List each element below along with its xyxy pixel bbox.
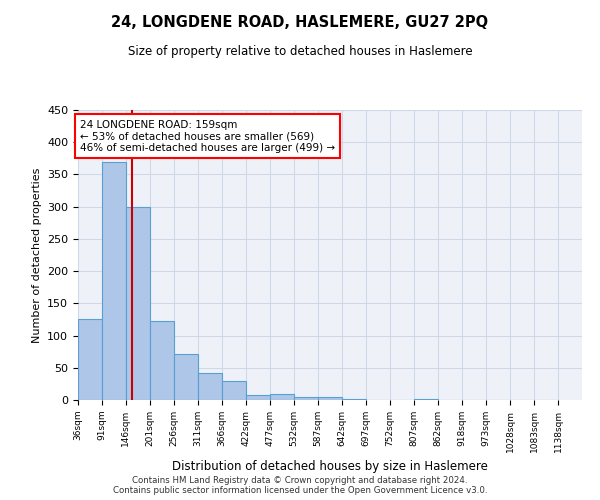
Bar (294, 397, 318, 400)
Bar (102, 162, 126, 400)
Bar (246, 395, 270, 400)
Bar (318, 398, 342, 400)
Bar (342, 398, 366, 400)
Bar (174, 354, 198, 400)
Bar (150, 322, 174, 400)
Bar (222, 382, 246, 400)
Text: Size of property relative to detached houses in Haslemere: Size of property relative to detached ho… (128, 45, 472, 58)
Text: 24 LONGDENE ROAD: 159sqm
← 53% of detached houses are smaller (569)
46% of semi-: 24 LONGDENE ROAD: 159sqm ← 53% of detach… (80, 120, 335, 153)
Y-axis label: Number of detached properties: Number of detached properties (32, 168, 41, 342)
Bar (270, 394, 294, 400)
Text: 24, LONGDENE ROAD, HASLEMERE, GU27 2PQ: 24, LONGDENE ROAD, HASLEMERE, GU27 2PQ (112, 15, 488, 30)
Bar (126, 206, 150, 400)
Text: Contains HM Land Registry data © Crown copyright and database right 2024.
Contai: Contains HM Land Registry data © Crown c… (113, 476, 487, 495)
Bar (198, 373, 222, 400)
Bar (78, 320, 102, 400)
X-axis label: Distribution of detached houses by size in Haslemere: Distribution of detached houses by size … (172, 460, 488, 473)
